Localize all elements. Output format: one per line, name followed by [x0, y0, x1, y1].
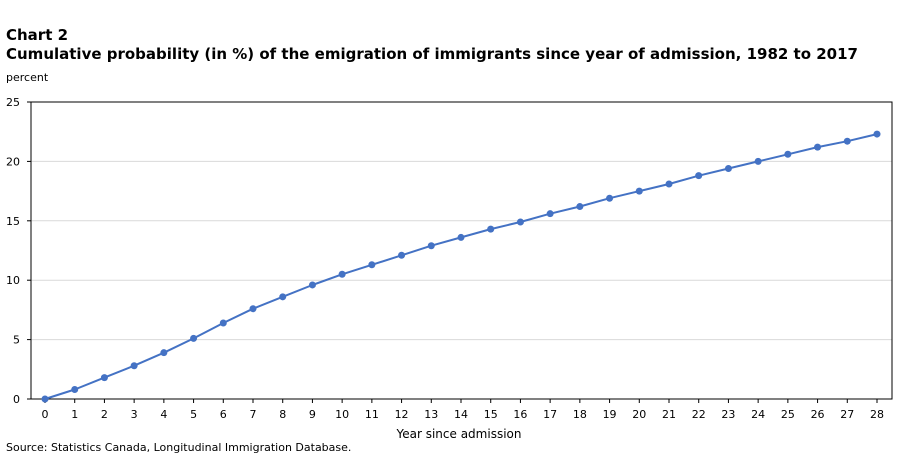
x-tick-label: 23	[721, 408, 735, 421]
data-point	[71, 385, 79, 393]
data-point	[784, 150, 792, 158]
x-tick-label: 17	[543, 408, 557, 421]
data-point	[160, 349, 168, 357]
data-point	[754, 157, 762, 165]
x-tick-label: 12	[395, 408, 409, 421]
data-point	[516, 218, 524, 226]
data-point	[695, 172, 703, 180]
series-layer	[41, 130, 881, 403]
x-tick-label: 11	[365, 408, 379, 421]
data-point	[665, 180, 673, 188]
data-point	[41, 395, 49, 403]
x-tick-label: 21	[662, 408, 676, 421]
data-point	[457, 233, 465, 241]
x-tick-label: 6	[220, 408, 227, 421]
chart-title: Cumulative probability (in %) of the emi…	[6, 45, 858, 63]
data-point	[338, 270, 346, 278]
y-tick-label: 10	[6, 274, 20, 287]
x-tick-label: 13	[424, 408, 438, 421]
data-point	[249, 305, 257, 313]
data-point	[546, 210, 554, 218]
data-point	[576, 203, 584, 211]
x-tick-label: 4	[160, 408, 167, 421]
data-point	[724, 165, 732, 173]
x-tick-label: 1	[71, 408, 78, 421]
x-tick-label: 9	[309, 408, 316, 421]
chart-label: Chart 2	[6, 26, 69, 44]
data-point	[814, 143, 822, 151]
y-tick-label: 0	[13, 393, 20, 406]
data-point	[130, 362, 138, 370]
y-axis-ticks: 0 5 10 15 20 25	[6, 96, 31, 406]
data-point	[873, 130, 881, 138]
x-tick-label: 27	[840, 408, 854, 421]
data-point	[308, 281, 316, 289]
data-point	[100, 374, 108, 382]
y-tick-label: 25	[6, 96, 20, 109]
x-tick-label: 3	[131, 408, 138, 421]
x-tick-label: 8	[279, 408, 286, 421]
x-tick-label: 22	[692, 408, 706, 421]
data-point	[279, 293, 287, 301]
y-tick-label: 15	[6, 215, 20, 228]
x-tick-label: 7	[250, 408, 257, 421]
x-tick-label: 20	[632, 408, 646, 421]
y-tick-label: 20	[6, 155, 20, 168]
x-tick-label: 14	[454, 408, 468, 421]
data-point	[843, 137, 851, 145]
data-point	[427, 242, 435, 250]
y-tick-label: 5	[13, 334, 20, 347]
x-tick-label: 26	[811, 408, 825, 421]
data-point	[635, 187, 643, 195]
x-axis-title: Year since admission	[396, 427, 522, 441]
y-axis-unit-label: percent	[6, 71, 49, 84]
x-tick-label: 2	[101, 408, 108, 421]
x-tick-label: 18	[573, 408, 587, 421]
x-tick-label: 25	[781, 408, 795, 421]
x-tick-label: 28	[870, 408, 884, 421]
x-tick-label: 15	[484, 408, 498, 421]
x-tick-label: 10	[335, 408, 349, 421]
data-point	[219, 319, 227, 327]
x-tick-label: 24	[751, 408, 765, 421]
x-tick-label: 5	[190, 408, 197, 421]
x-tick-label: 0	[42, 408, 49, 421]
data-point	[190, 334, 198, 342]
data-point	[398, 251, 406, 259]
data-point	[606, 194, 614, 202]
data-point	[487, 225, 495, 233]
series-line	[44, 133, 878, 400]
gridlines	[31, 160, 892, 341]
x-tick-label: 16	[513, 408, 527, 421]
data-point	[368, 261, 376, 269]
x-tick-label: 19	[603, 408, 617, 421]
x-axis-ticks: 0 1 2 3 4 5 6 7 8 9 10 11 12 13 14 15 16 17 18 19 20 21 22 23 24…	[42, 399, 884, 421]
